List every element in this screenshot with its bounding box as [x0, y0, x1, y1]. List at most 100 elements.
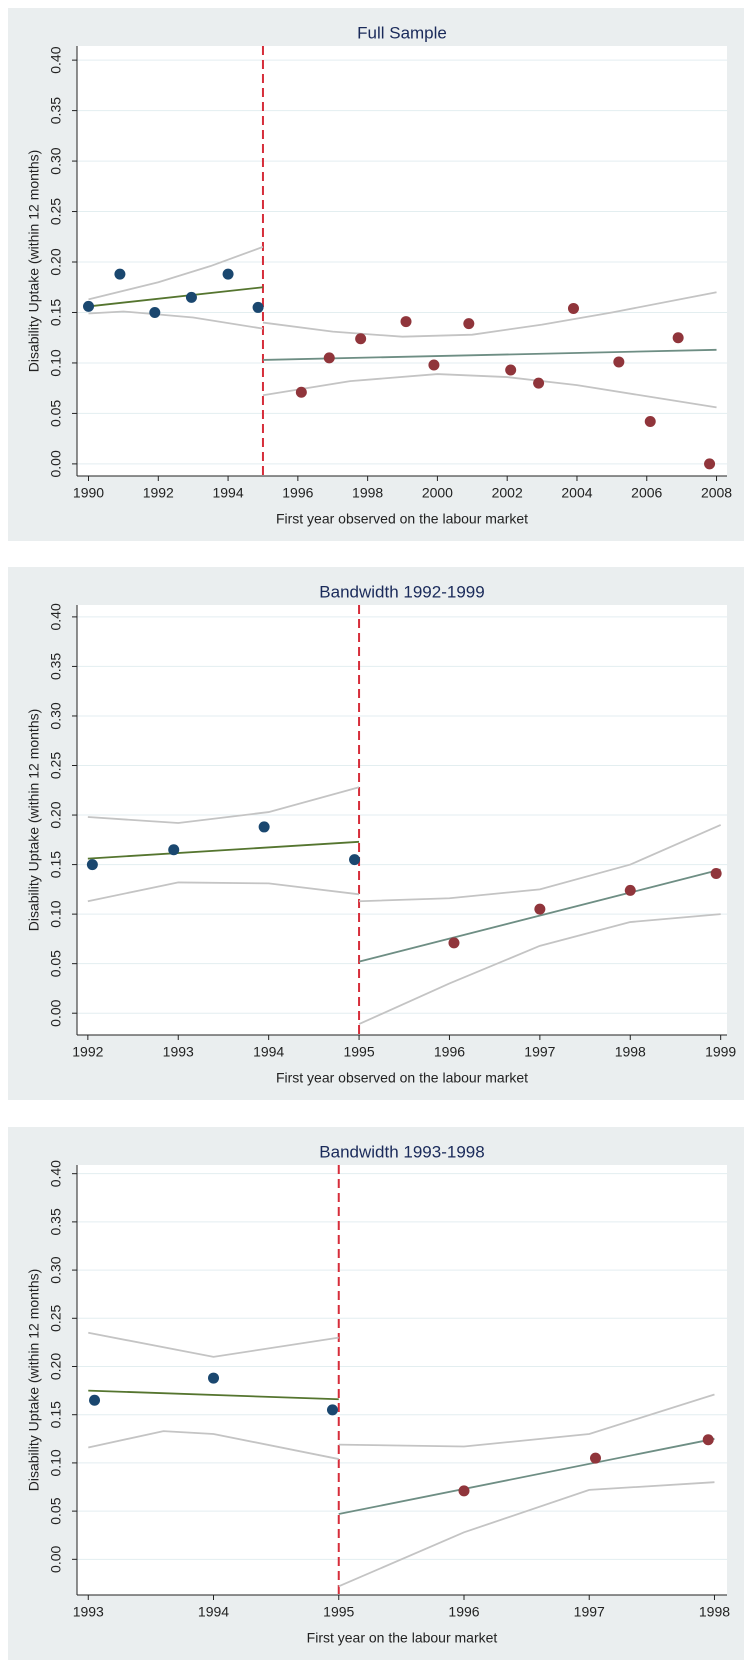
y-tick-label: 0.00	[48, 1545, 64, 1572]
x-tick-label: 1995	[343, 1044, 374, 1060]
x-tick-label: 1998	[615, 1044, 646, 1060]
point	[355, 333, 367, 345]
point	[533, 377, 545, 389]
x-axis-label: First year observed on the labour market	[276, 511, 528, 527]
x-tick-label: 1995	[323, 1604, 354, 1620]
fit-line	[88, 1331, 339, 1358]
y-axis-label: Disability Uptake (within 12 months)	[26, 1269, 42, 1492]
fit-line	[88, 1389, 339, 1401]
point	[149, 306, 161, 318]
x-tick-label: 2000	[422, 485, 453, 501]
y-tick-label: 0.05	[48, 400, 64, 427]
y-axis-label: Disability Uptake (within 12 months)	[26, 150, 42, 373]
point	[222, 268, 234, 280]
x-tick-label: 1999	[705, 1044, 736, 1060]
x-tick-label: 1990	[73, 485, 104, 501]
y-tick-label: 0.35	[48, 653, 64, 680]
y-tick-label: 0.35	[48, 1208, 64, 1235]
panel: Bandwidth 1993-1998 0.00 0.05 0.10 0.15 0.20 0…	[8, 1127, 744, 1660]
x-tick-label: 1997	[574, 1604, 605, 1620]
y-tick-label: 0.35	[48, 97, 64, 124]
y-tick-label: 0.30	[48, 1256, 64, 1283]
y-tick-label: 0.00	[48, 450, 64, 477]
y-tick-label: 0.15	[48, 299, 64, 326]
point	[702, 1434, 714, 1446]
x-tick-label: 1994	[212, 485, 243, 501]
fit-line	[338, 1437, 715, 1515]
y-tick-label: 0.10	[48, 349, 64, 376]
point	[710, 868, 722, 880]
point	[114, 268, 126, 280]
point	[613, 356, 625, 368]
y-tick-label: 0.20	[48, 801, 64, 828]
y-tick-label: 0.30	[48, 702, 64, 729]
chart-title: Bandwidth 1992-1999	[319, 582, 484, 601]
x-tick-label: 1996	[282, 485, 313, 501]
point	[448, 937, 460, 949]
point	[624, 884, 636, 896]
x-tick-label: 1998	[699, 1604, 730, 1620]
y-tick-label: 0.15	[48, 851, 64, 878]
point	[505, 364, 517, 376]
point	[463, 318, 475, 330]
point	[704, 458, 716, 470]
x-tick-label: 1992	[143, 485, 174, 501]
x-tick-label: 1994	[253, 1044, 284, 1060]
fit-line	[338, 1481, 715, 1588]
point	[534, 903, 546, 915]
fit-line	[88, 1430, 339, 1460]
y-tick-label: 0.10	[48, 1449, 64, 1476]
fit-line	[88, 286, 264, 308]
x-tick-label: 1993	[73, 1604, 104, 1620]
point	[400, 316, 412, 328]
point	[567, 302, 579, 314]
fit-line	[359, 824, 722, 903]
point	[458, 1485, 470, 1497]
plot-area	[77, 1165, 727, 1595]
y-tick-label: 0.00	[48, 999, 64, 1026]
point	[258, 821, 270, 833]
point	[252, 301, 264, 313]
point	[644, 415, 656, 427]
point	[208, 1372, 220, 1384]
fit-line	[88, 246, 264, 301]
y-tick-label: 0.40	[48, 603, 64, 630]
panel: Full Sample 0.00 0.05 0.10 0.15 0.20 0.25 0.30 0…	[8, 8, 744, 541]
x-tick-label: 1992	[72, 1044, 103, 1060]
point	[326, 1404, 338, 1416]
fit-line	[262, 291, 717, 338]
y-tick-label: 0.20	[48, 248, 64, 275]
x-tick-label: 2006	[631, 485, 662, 501]
y-tick-label: 0.20	[48, 1353, 64, 1380]
fit-line	[87, 786, 360, 824]
x-tick-label: 1997	[524, 1044, 555, 1060]
point	[89, 1394, 101, 1406]
point	[168, 844, 180, 856]
x-tick-label: 1998	[352, 485, 383, 501]
point	[86, 859, 98, 871]
x-tick-label: 2004	[561, 485, 592, 501]
point	[349, 854, 361, 866]
plot-area	[77, 605, 727, 1035]
fit-line	[262, 373, 717, 409]
point	[428, 359, 440, 371]
plot-area	[77, 46, 727, 476]
fit-line	[87, 840, 360, 860]
x-tick-label: 2008	[701, 485, 732, 501]
y-tick-label: 0.30	[48, 147, 64, 174]
point	[323, 352, 335, 364]
x-tick-label: 1996	[448, 1604, 479, 1620]
y-tick-label: 0.25	[48, 752, 64, 779]
y-tick-label: 0.05	[48, 1497, 64, 1524]
x-tick-label: 1994	[198, 1604, 229, 1620]
point	[295, 386, 307, 398]
y-tick-label: 0.25	[48, 198, 64, 225]
x-axis-label: First year on the labour market	[307, 1630, 498, 1646]
fit-line	[358, 913, 721, 1025]
y-tick-label: 0.05	[48, 950, 64, 977]
point	[185, 291, 197, 303]
y-tick-label: 0.10	[48, 900, 64, 927]
x-tick-label: 1996	[434, 1044, 465, 1060]
fit-line	[87, 881, 360, 903]
y-axis-label: Disability Uptake (within 12 months)	[26, 709, 42, 932]
